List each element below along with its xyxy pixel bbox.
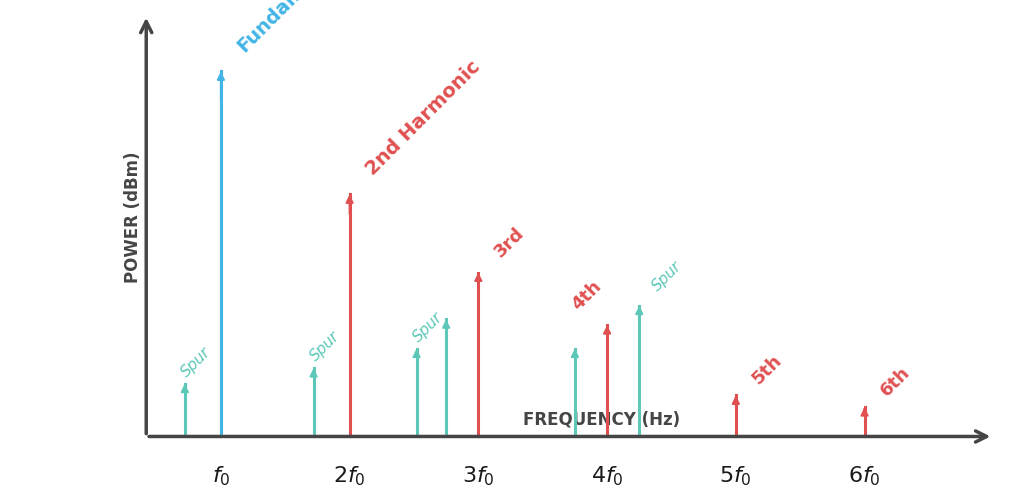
Text: Spur: Spur	[649, 258, 685, 294]
Text: Spur: Spur	[178, 344, 214, 380]
Text: POWER (dBm): POWER (dBm)	[124, 151, 141, 283]
Text: $6f_0$: $6f_0$	[848, 465, 881, 488]
Text: 5th: 5th	[749, 351, 785, 388]
Text: $5f_0$: $5f_0$	[720, 465, 753, 488]
Text: $2f_0$: $2f_0$	[333, 465, 366, 488]
Text: FREQUENCY (Hz): FREQUENCY (Hz)	[522, 411, 680, 429]
Text: 6th: 6th	[878, 363, 914, 399]
Text: Fundamental: Fundamental	[233, 0, 349, 56]
Text: Spur: Spur	[411, 310, 445, 345]
Text: 3rd: 3rd	[492, 224, 528, 261]
Text: $f_0$: $f_0$	[212, 465, 230, 488]
Text: $3f_0$: $3f_0$	[462, 465, 495, 488]
Text: $4f_0$: $4f_0$	[591, 465, 624, 488]
Text: 2nd Harmonic: 2nd Harmonic	[362, 57, 484, 179]
Text: Spur: Spur	[307, 329, 343, 364]
Text: 4th: 4th	[568, 277, 605, 313]
